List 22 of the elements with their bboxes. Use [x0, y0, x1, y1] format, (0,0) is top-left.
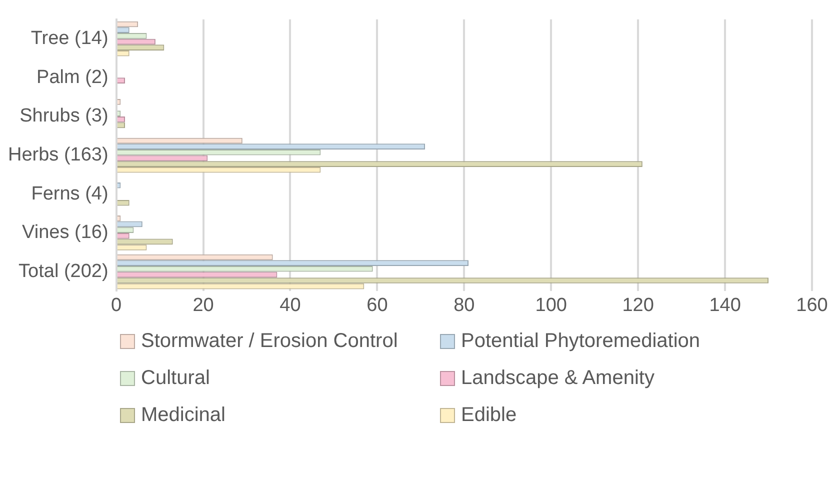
x-tick-label: 140 [709, 294, 741, 316]
legend-label: Cultural [141, 367, 210, 390]
x-tick-label: 80 [454, 294, 475, 316]
y-tick-label: Palm (2) [36, 66, 108, 88]
x-tick-label: 20 [192, 294, 214, 316]
legend-label: Edible [461, 404, 517, 427]
y-tick-label: Shrubs (3) [20, 106, 108, 127]
y-tick-label: Herbs (163) [8, 144, 108, 166]
y-tick-label: Vines (16) [22, 222, 108, 244]
legend-label: Potential Phytoremediation [461, 330, 700, 353]
x-tick-label: 120 [622, 294, 654, 316]
x-tick-label: 0 [111, 294, 122, 316]
legend-label: Landscape & Amenity [461, 367, 654, 390]
y-tick-label: Tree (14) [30, 28, 108, 50]
legend-label: Medicinal [141, 404, 226, 427]
y-tick-label: Total (202) [18, 261, 108, 282]
x-tick-label: 40 [280, 294, 301, 316]
x-tick-label: 160 [796, 294, 828, 316]
y-tick-label: Ferns (4) [31, 183, 108, 204]
x-tick-label: 100 [535, 294, 567, 316]
x-tick-label: 60 [366, 294, 388, 316]
legend-label: Stormwater / Erosion Control [141, 330, 398, 353]
